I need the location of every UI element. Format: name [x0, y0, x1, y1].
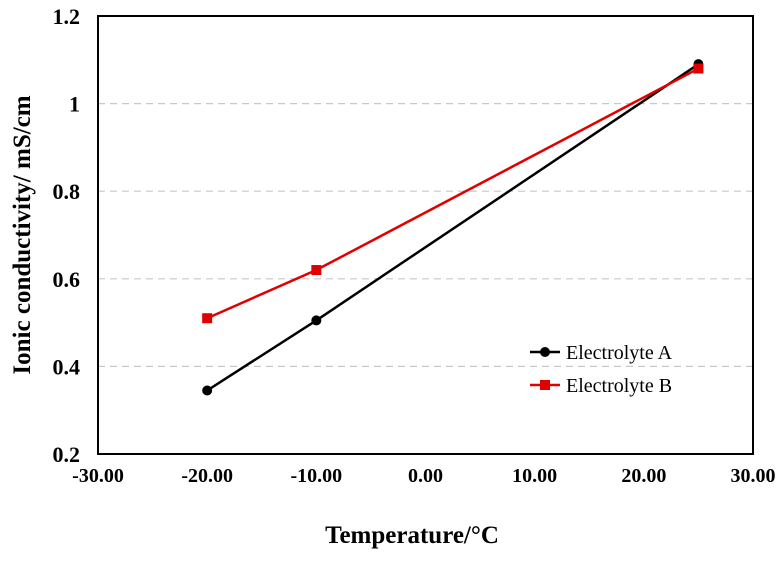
gridlines — [98, 102, 753, 367]
y-tick-label: 0.4 — [53, 354, 81, 379]
legend-marker — [540, 347, 550, 357]
series-line — [206, 67, 699, 320]
x-tick-label: -10.00 — [290, 465, 342, 487]
legend: Electrolyte A Electrolyte B — [530, 342, 673, 397]
y-tick-labels: 0.2 0.4 0.6 0.8 1 1.2 — [53, 4, 81, 467]
series-b — [202, 63, 704, 324]
legend-marker — [540, 380, 550, 390]
legend-label: Electrolyte A — [566, 342, 673, 364]
y-tick-label: 0.2 — [53, 442, 81, 467]
data-point — [311, 265, 322, 276]
y-tick-label: 0.8 — [53, 179, 81, 204]
x-tick-label: -20.00 — [181, 465, 233, 487]
x-tick-label: 30.00 — [731, 465, 776, 487]
y-tick-label: 0.6 — [53, 267, 81, 292]
x-axis-label: Temperature/°C — [325, 522, 499, 549]
x-tick-label: 0.00 — [408, 465, 443, 487]
legend-label: Electrolyte B — [566, 375, 672, 397]
x-tick-label: 10.00 — [512, 465, 557, 487]
x-tick-label: 20.00 — [621, 465, 666, 487]
legend-item: Electrolyte B — [530, 375, 672, 397]
x-tick-labels: -30.00 -20.00 -10.00 0.00 10.00 20.00 30.00 — [72, 465, 775, 487]
legend-item: Electrolyte A — [530, 342, 673, 364]
y-tick-label: 1.2 — [53, 4, 81, 29]
data-point — [693, 63, 704, 74]
data-point — [202, 313, 213, 324]
data-point — [311, 315, 322, 326]
x-tick-label: -30.00 — [72, 465, 124, 487]
data-point — [202, 385, 213, 396]
series-group — [202, 59, 704, 396]
y-axis-label: Ionic conductivity/ mS/cm — [9, 95, 36, 374]
plot-area-frame — [97, 15, 754, 455]
y-tick-label: 1 — [69, 92, 80, 117]
